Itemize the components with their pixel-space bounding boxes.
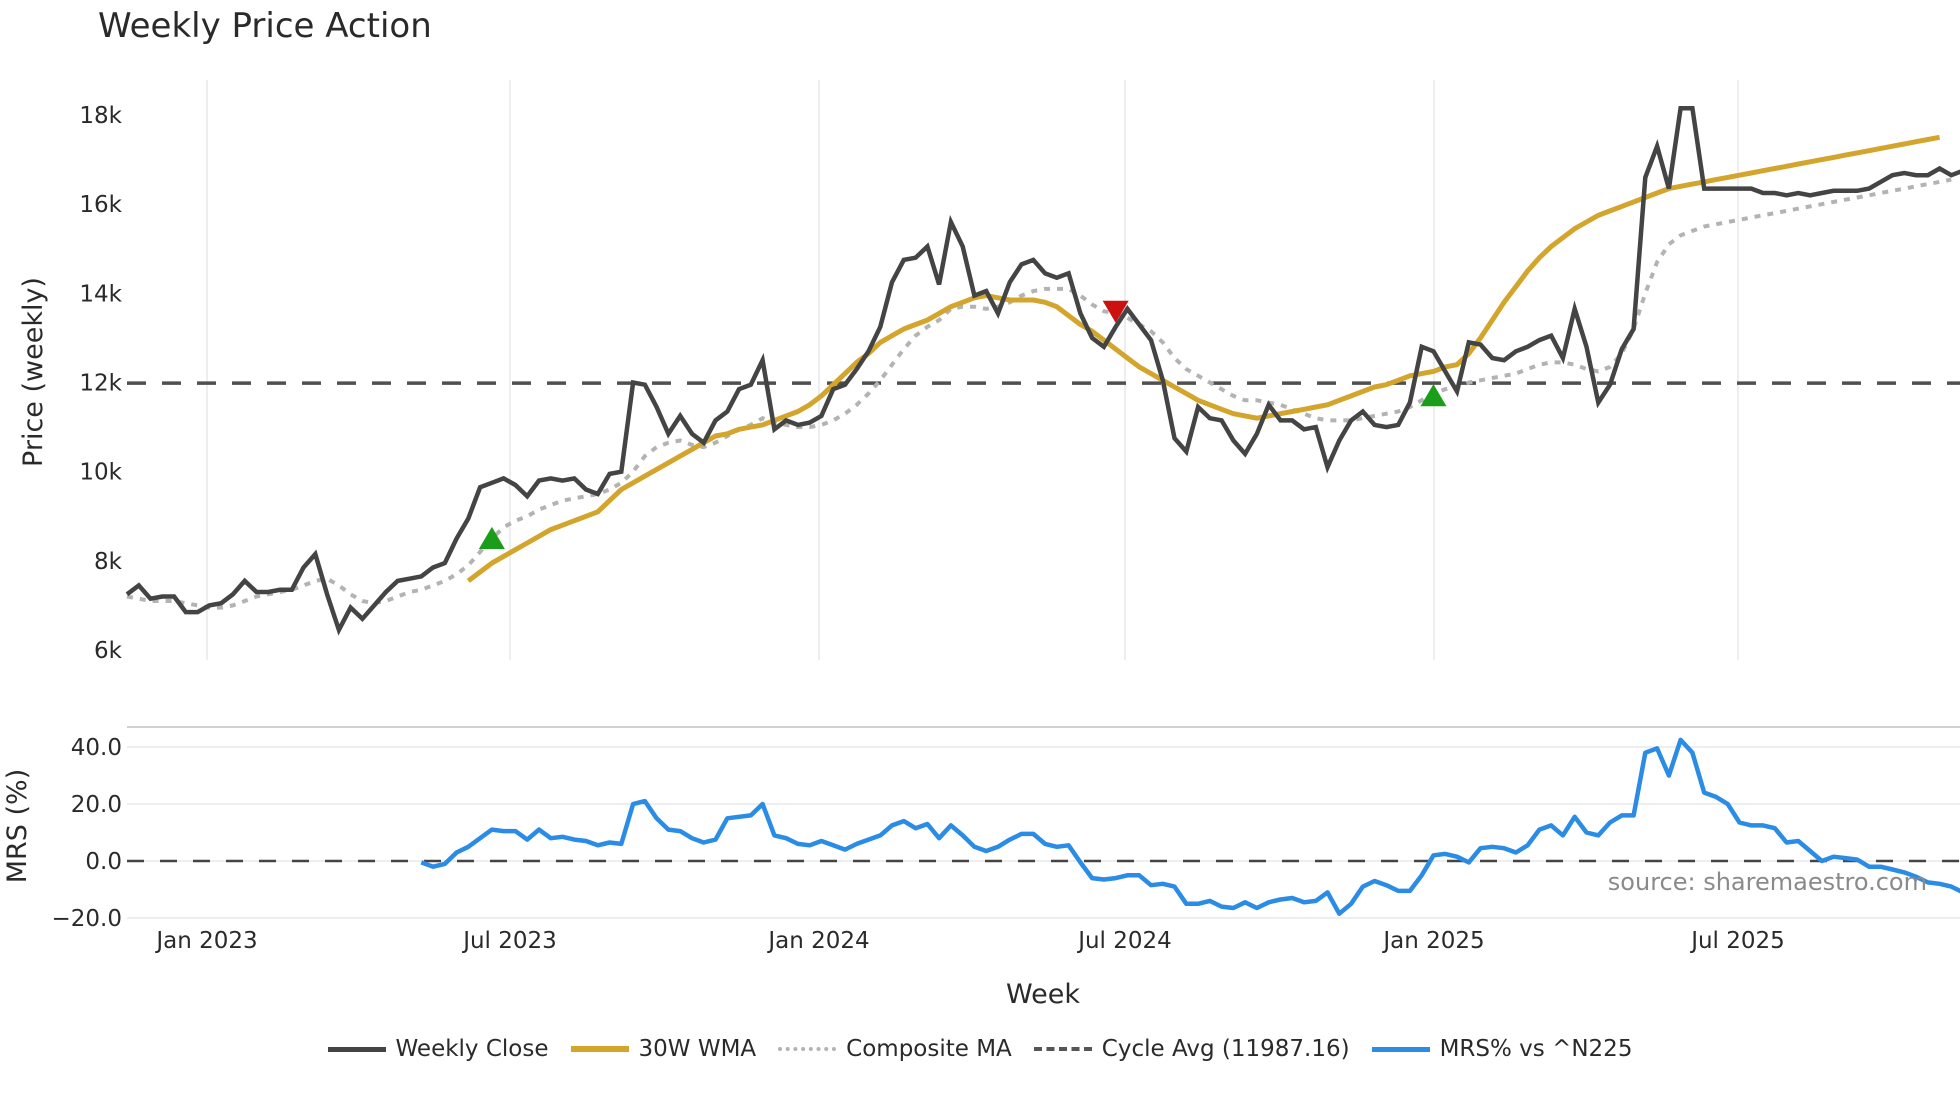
mrs-tick-label: 40.0 bbox=[71, 735, 122, 761]
price-tick-label: 10k bbox=[79, 460, 122, 486]
legend-item-weekly-close[interactable]: Weekly Close bbox=[327, 1036, 549, 1062]
legend: Weekly Close 30W WMA Composite MA Cycle … bbox=[0, 1036, 1960, 1062]
price-grid bbox=[206, 80, 1739, 660]
buy-signal-triangle-up-icon bbox=[478, 526, 505, 549]
legend-label: Cycle Avg (11987.16) bbox=[1101, 1036, 1350, 1062]
price-tick-label: 8k bbox=[94, 549, 123, 575]
legend-label: Weekly Close bbox=[395, 1036, 549, 1062]
mrs-y-ticks: 40.0 20.0 0.0 −20.0 bbox=[52, 735, 122, 932]
legend-item-composite-ma[interactable]: Composite MA bbox=[778, 1036, 1012, 1062]
mrs-line bbox=[420, 737, 1960, 916]
mrs-tick-label: 0.0 bbox=[85, 849, 122, 875]
price-y-axis-title: Price (weekly) bbox=[18, 277, 49, 467]
price-tick-label: 12k bbox=[79, 371, 122, 397]
x-tick-label: Jul 2025 bbox=[1689, 928, 1785, 954]
x-tick-label: Jan 2023 bbox=[154, 928, 257, 954]
legend-label: Composite MA bbox=[846, 1036, 1012, 1062]
price-tick-label: 18k bbox=[79, 103, 122, 129]
mrs-y-axis-title: MRS (%) bbox=[2, 769, 33, 884]
x-tick-label: Jul 2024 bbox=[1076, 928, 1172, 954]
legend-item-cycle-avg[interactable]: Cycle Avg (11987.16) bbox=[1033, 1036, 1350, 1062]
buy-signal-triangle-up-icon bbox=[1420, 384, 1447, 407]
mrs-swatch-icon bbox=[1371, 1046, 1430, 1052]
legend-item-mrs[interactable]: MRS% vs ^N225 bbox=[1371, 1036, 1633, 1062]
price-y-ticks: 6k 8k 10k 12k 14k 16k 18k bbox=[79, 103, 122, 664]
weekly-close-line bbox=[125, 106, 1960, 636]
price-tick-label: 16k bbox=[79, 192, 122, 218]
wma-swatch-icon bbox=[570, 1046, 629, 1052]
sell-signal-triangle-down-icon bbox=[1102, 300, 1129, 323]
x-tick-label: Jan 2025 bbox=[1381, 928, 1484, 954]
x-axis-title: Week bbox=[1006, 979, 1080, 1010]
mrs-tick-label: 20.0 bbox=[71, 792, 122, 818]
x-tick-label: Jul 2023 bbox=[461, 928, 557, 954]
legend-label: 30W WMA bbox=[638, 1036, 757, 1062]
signal-markers bbox=[478, 300, 1447, 549]
chart-title: Weekly Price Action bbox=[98, 6, 432, 46]
weekly-close-swatch-icon bbox=[327, 1046, 386, 1052]
composite-ma-line bbox=[126, 177, 1952, 610]
x-axis-ticks: Jan 2023 Jul 2023 Jan 2024 Jul 2024 Jan 2025… bbox=[154, 928, 1784, 954]
x-tick-label: Jan 2024 bbox=[766, 928, 869, 954]
wma-30w-line bbox=[466, 134, 1941, 583]
price-tick-label: 14k bbox=[79, 281, 122, 307]
legend-label: MRS% vs ^N225 bbox=[1439, 1036, 1633, 1062]
cycle-avg-swatch-icon bbox=[1033, 1047, 1092, 1051]
source-note: source: sharemaestro.com bbox=[1608, 868, 1927, 896]
legend-item-wma[interactable]: 30W WMA bbox=[570, 1036, 757, 1062]
mrs-tick-label: −20.0 bbox=[52, 906, 122, 932]
price-tick-label: 6k bbox=[94, 638, 123, 664]
composite-ma-swatch-icon bbox=[778, 1047, 837, 1051]
